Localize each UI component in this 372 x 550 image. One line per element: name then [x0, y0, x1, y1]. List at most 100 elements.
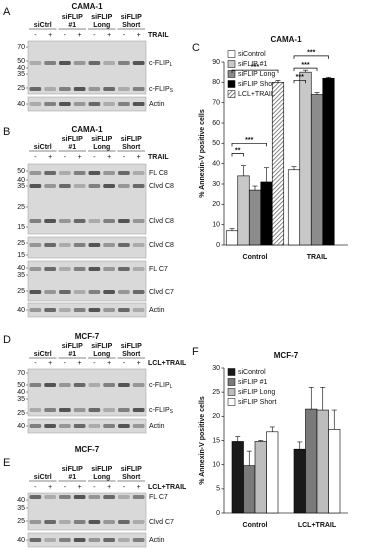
lane-label: #1 [68, 22, 76, 29]
panel-letter: A [3, 6, 11, 18]
blot-band [29, 267, 42, 271]
blot-band [44, 520, 56, 524]
bar [225, 230, 239, 246]
legend-swatch [227, 368, 236, 376]
bar [231, 441, 244, 514]
mw-marker: 35 [17, 71, 25, 78]
blot-band [29, 102, 42, 106]
significance-bracket [293, 67, 318, 72]
mw-marker: 25 [17, 288, 25, 295]
blot-band [103, 520, 115, 524]
blot-band [73, 184, 86, 188]
treatment-sign: + [78, 484, 82, 491]
y-axis-label: % Annexin-V positive cells [199, 396, 206, 485]
y-tick-label: 40 [212, 161, 220, 168]
blot-band [73, 87, 86, 91]
y-tick-label: 70 [212, 100, 220, 107]
blot-band [44, 184, 56, 188]
y-tick-label: 5 [216, 486, 220, 493]
band-label: Clvd C8 [149, 183, 174, 190]
lane-label: #1 [68, 351, 76, 358]
blot-band [132, 102, 145, 106]
blot-band [118, 290, 130, 294]
blot-band [73, 408, 86, 412]
panel-letter: F [192, 346, 199, 358]
significance-bracket [293, 55, 329, 59]
blot-band [44, 102, 56, 106]
treatment-sign: + [137, 154, 141, 161]
lane-label: Short [122, 22, 141, 29]
significance-label: *** [307, 50, 315, 57]
lane-label: siFLIP [62, 343, 83, 350]
bar [260, 181, 273, 246]
blot-band [59, 87, 71, 91]
mw-marker: 40 [17, 265, 25, 272]
treatment-sign: + [107, 154, 111, 161]
bar [271, 82, 285, 246]
treatment-sign: - [64, 154, 67, 161]
blot-band [132, 171, 145, 175]
mw-marker: 70 [17, 370, 25, 377]
blot-band [103, 383, 115, 387]
blot-band [44, 383, 56, 387]
lane-label: Long [93, 22, 110, 29]
blot-band [73, 308, 86, 312]
blot-band [59, 383, 71, 387]
lane-label: siFLIP [62, 136, 83, 143]
blot-band [118, 87, 130, 91]
y-tick-label: 80 [212, 79, 220, 86]
lane-label: siFLIP [121, 14, 142, 21]
panel-letter: E [3, 457, 10, 469]
legend-swatch [227, 50, 236, 58]
blot-band [118, 495, 130, 499]
lane-label: siFLIP [62, 466, 83, 473]
lane-label: siCtrl [34, 474, 52, 481]
blot-band [29, 408, 42, 412]
lane-label: Short [122, 144, 141, 151]
mw-marker: 35 [17, 272, 25, 279]
treatment-sign: + [78, 360, 82, 367]
treatment-sign: + [48, 32, 52, 39]
treatment-sign: - [93, 32, 96, 39]
blot-band [29, 243, 42, 247]
legend-label: siFLIP Short [238, 399, 276, 406]
blot-band [103, 290, 115, 294]
blot-band [118, 61, 130, 65]
lane-label: siFLIP [91, 343, 112, 350]
mw-marker: 40 [17, 307, 25, 314]
blot-band [59, 267, 71, 271]
blot-band [59, 102, 71, 106]
mw-marker: 35 [17, 505, 25, 512]
band-label: Clvd C8 [149, 218, 174, 225]
x-tick-label: TRAIL [307, 254, 328, 261]
blot-band [132, 495, 145, 499]
mw-marker: 40 [17, 423, 25, 430]
blot-band [44, 538, 56, 542]
mw-marker: 40 [17, 177, 25, 184]
legend-swatch [227, 80, 236, 88]
blot-band [118, 538, 130, 542]
legend-swatch [227, 398, 236, 406]
x-tick-label: Control [243, 522, 268, 529]
mw-marker: 25 [17, 518, 25, 525]
bar [254, 441, 267, 514]
band-label-text: c-FLIP [149, 382, 170, 389]
y-tick-label: 30 [212, 365, 220, 372]
blot-band [44, 495, 56, 499]
blot-band [132, 308, 145, 312]
treatment-sign: - [64, 32, 67, 39]
blot-band [73, 102, 86, 106]
blot-strip [27, 40, 147, 95]
blot-band [59, 184, 71, 188]
blot-band [88, 408, 101, 412]
blot-band [29, 520, 42, 524]
x-tick-label: Control [243, 254, 268, 261]
blot-band [118, 520, 130, 524]
blot-band [118, 184, 130, 188]
legend-swatch [227, 388, 236, 396]
blot-title: CAMA-1 [71, 2, 103, 11]
legend-label: siFLIP #1 [238, 61, 268, 68]
blot-band [132, 424, 145, 428]
mw-marker: 40 [17, 497, 25, 504]
